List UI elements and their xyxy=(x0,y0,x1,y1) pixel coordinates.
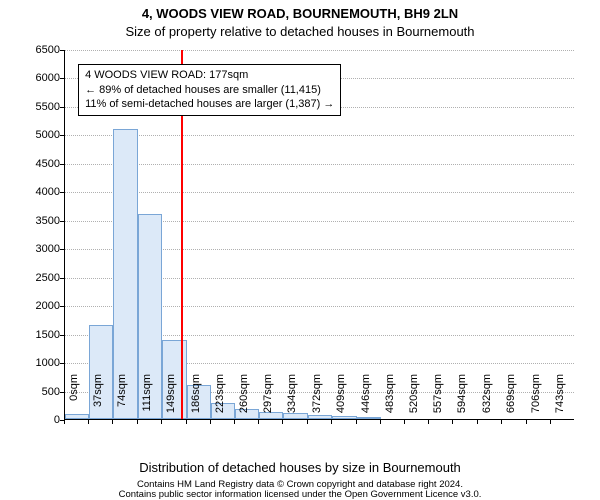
ytick-mark xyxy=(60,164,64,165)
xtick-mark xyxy=(550,420,551,424)
chart-container: 4, WOODS VIEW ROAD, BOURNEMOUTH, BH9 2LN… xyxy=(0,0,600,500)
footer-line: Contains public sector information licen… xyxy=(0,490,600,500)
annotation-box: 4 WOODS VIEW ROAD: 177sqm← 89% of detach… xyxy=(78,64,341,117)
ytick-mark xyxy=(60,249,64,250)
xtick-mark xyxy=(258,420,259,424)
xtick-label: 520sqm xyxy=(408,374,420,424)
annotation-line: 11% of semi-detached houses are larger (… xyxy=(85,97,334,112)
xtick-mark xyxy=(477,420,478,424)
gridline-h xyxy=(65,164,574,165)
ytick-label: 1000 xyxy=(20,357,60,369)
annotation-line: ← 89% of detached houses are smaller (11… xyxy=(85,83,334,98)
xtick-mark xyxy=(282,420,283,424)
ytick-label: 5500 xyxy=(20,101,60,113)
xtick-label: 74sqm xyxy=(116,374,128,424)
xtick-mark xyxy=(64,420,65,424)
ytick-mark xyxy=(60,221,64,222)
x-axis-label: Distribution of detached houses by size … xyxy=(0,460,600,475)
ytick-mark xyxy=(60,192,64,193)
xtick-mark xyxy=(452,420,453,424)
xtick-mark xyxy=(234,420,235,424)
ytick-label: 6500 xyxy=(20,44,60,56)
plot-area: 4 WOODS VIEW ROAD: 177sqm← 89% of detach… xyxy=(64,50,574,420)
xtick-label: 446sqm xyxy=(360,374,372,424)
chart-subtitle: Size of property relative to detached ho… xyxy=(0,24,600,39)
ytick-mark xyxy=(60,135,64,136)
ytick-mark xyxy=(60,392,64,393)
xtick-label: 37sqm xyxy=(92,374,104,424)
gridline-h xyxy=(65,192,574,193)
ytick-label: 2500 xyxy=(20,272,60,284)
xtick-label: 260sqm xyxy=(238,374,250,424)
xtick-mark xyxy=(331,420,332,424)
chart-title: 4, WOODS VIEW ROAD, BOURNEMOUTH, BH9 2LN xyxy=(0,6,600,21)
xtick-mark xyxy=(186,420,187,424)
ytick-label: 3500 xyxy=(20,215,60,227)
xtick-mark xyxy=(210,420,211,424)
ytick-label: 4000 xyxy=(20,186,60,198)
xtick-mark xyxy=(380,420,381,424)
ytick-mark xyxy=(60,278,64,279)
xtick-label: 669sqm xyxy=(505,374,517,424)
ytick-label: 3000 xyxy=(20,243,60,255)
xtick-mark xyxy=(428,420,429,424)
ytick-label: 4500 xyxy=(20,158,60,170)
ytick-mark xyxy=(60,50,64,51)
ytick-mark xyxy=(60,107,64,108)
xtick-label: 743sqm xyxy=(554,374,566,424)
xtick-label: 223sqm xyxy=(214,374,226,424)
ytick-label: 0 xyxy=(20,414,60,426)
xtick-mark xyxy=(112,420,113,424)
xtick-label: 0sqm xyxy=(68,374,80,424)
ytick-label: 1500 xyxy=(20,329,60,341)
gridline-h xyxy=(65,135,574,136)
xtick-label: 594sqm xyxy=(456,374,468,424)
xtick-label: 186sqm xyxy=(190,374,202,424)
gridline-h xyxy=(65,50,574,51)
xtick-label: 557sqm xyxy=(432,374,444,424)
ytick-mark xyxy=(60,306,64,307)
annotation-line: 4 WOODS VIEW ROAD: 177sqm xyxy=(85,68,334,83)
xtick-mark xyxy=(356,420,357,424)
footer-attribution: Contains HM Land Registry data © Crown c… xyxy=(0,480,600,500)
xtick-label: 372sqm xyxy=(311,374,323,424)
xtick-label: 409sqm xyxy=(335,374,347,424)
xtick-label: 632sqm xyxy=(481,374,493,424)
xtick-mark xyxy=(526,420,527,424)
ytick-label: 2000 xyxy=(20,300,60,312)
xtick-label: 149sqm xyxy=(165,374,177,424)
xtick-mark xyxy=(404,420,405,424)
ytick-label: 500 xyxy=(20,386,60,398)
xtick-label: 706sqm xyxy=(530,374,542,424)
xtick-label: 483sqm xyxy=(384,374,396,424)
xtick-mark xyxy=(307,420,308,424)
ytick-mark xyxy=(60,335,64,336)
xtick-label: 334sqm xyxy=(286,374,298,424)
ytick-label: 6000 xyxy=(20,72,60,84)
ytick-mark xyxy=(60,363,64,364)
xtick-mark xyxy=(137,420,138,424)
xtick-mark xyxy=(501,420,502,424)
xtick-label: 111sqm xyxy=(141,374,153,424)
ytick-mark xyxy=(60,78,64,79)
ytick-label: 5000 xyxy=(20,129,60,141)
xtick-mark xyxy=(161,420,162,424)
xtick-label: 297sqm xyxy=(262,374,274,424)
xtick-mark xyxy=(88,420,89,424)
